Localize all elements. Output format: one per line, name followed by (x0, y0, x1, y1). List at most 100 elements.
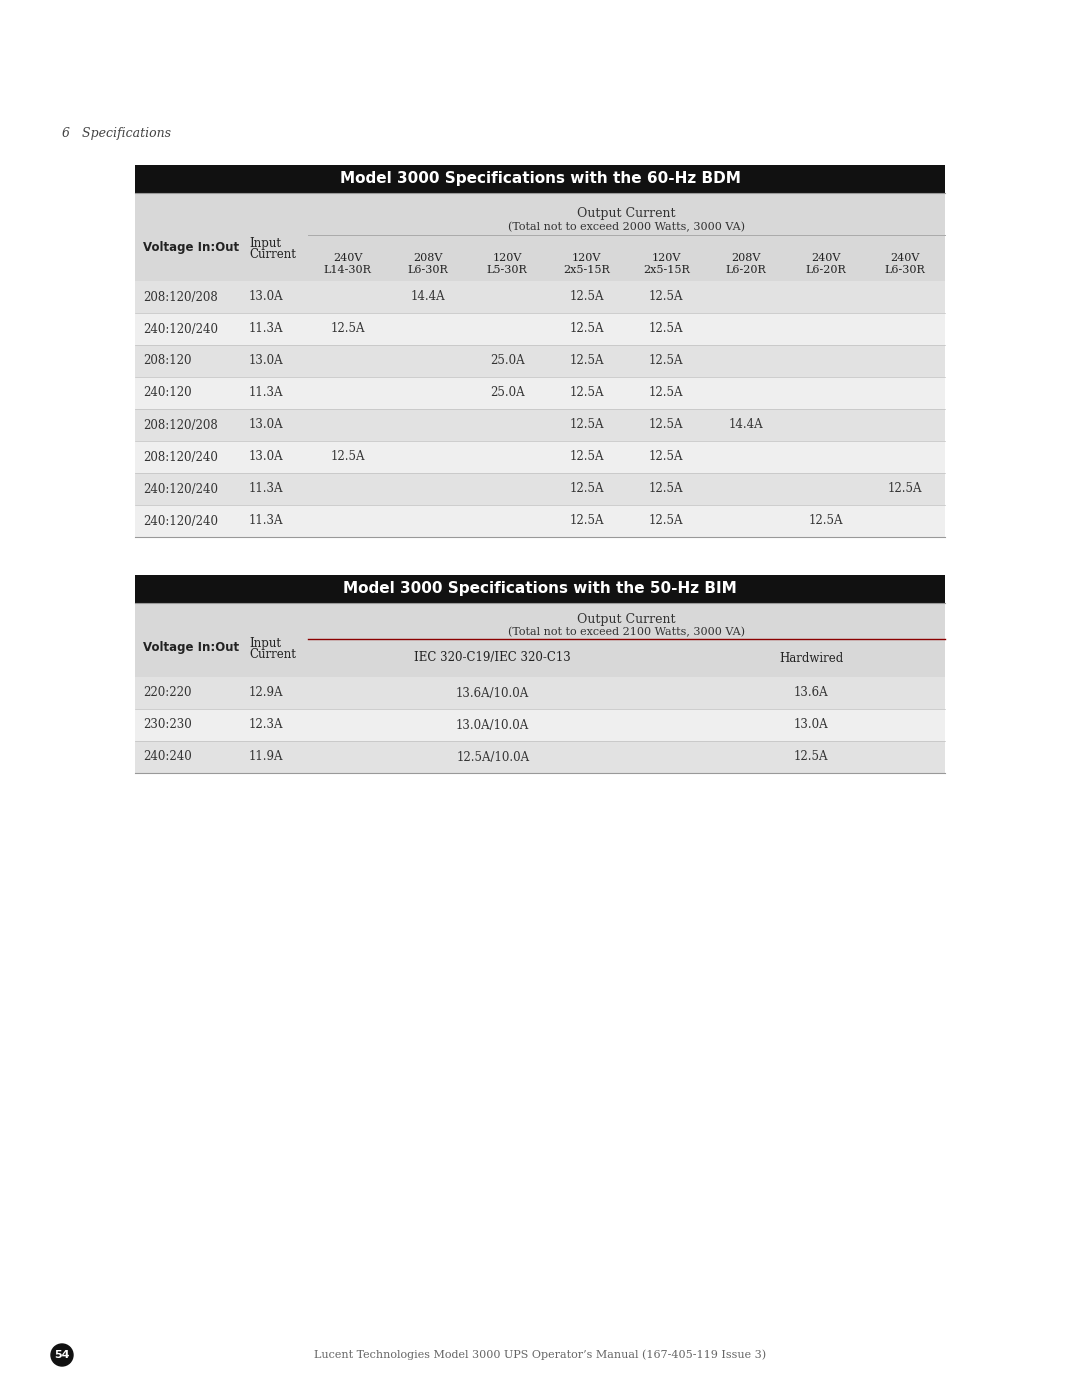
Text: 12.5A: 12.5A (569, 514, 604, 528)
Text: 240V: 240V (333, 253, 363, 263)
Text: 12.5A: 12.5A (649, 419, 684, 432)
Text: 240:240: 240:240 (143, 750, 192, 764)
Text: Model 3000 Specifications with the 60-Hz BDM: Model 3000 Specifications with the 60-Hz… (339, 172, 741, 187)
Text: 25.0A: 25.0A (489, 355, 525, 367)
Text: 230:230: 230:230 (143, 718, 192, 732)
Text: 12.3A: 12.3A (249, 718, 283, 732)
Text: 240:120/240: 240:120/240 (143, 323, 218, 335)
Text: 12.5A: 12.5A (649, 482, 684, 496)
Text: 11.3A: 11.3A (249, 387, 283, 400)
Bar (135, 409, 945, 441)
Text: L5-30R: L5-30R (487, 265, 527, 275)
Text: 12.5A: 12.5A (808, 514, 842, 528)
Text: 25.0A: 25.0A (489, 387, 525, 400)
Text: (Total not to exceed 2000 Watts, 3000 VA): (Total not to exceed 2000 Watts, 3000 VA… (508, 222, 745, 232)
Text: (Total not to exceed 2100 Watts, 3000 VA): (Total not to exceed 2100 Watts, 3000 VA… (508, 627, 745, 637)
Bar (135, 377, 945, 409)
Text: 12.5A: 12.5A (649, 514, 684, 528)
Circle shape (51, 1344, 73, 1366)
Text: 13.0A: 13.0A (249, 291, 284, 303)
Text: 12.5A/10.0A: 12.5A/10.0A (456, 750, 529, 764)
Text: 240V: 240V (811, 253, 840, 263)
Bar (135, 345, 945, 377)
Text: Current: Current (249, 249, 296, 261)
Text: 11.9A: 11.9A (249, 750, 283, 764)
Text: 12.5A: 12.5A (649, 355, 684, 367)
Text: 11.3A: 11.3A (249, 514, 283, 528)
Text: 6   Specifications: 6 Specifications (62, 127, 171, 140)
Text: 12.5A: 12.5A (330, 323, 365, 335)
Bar (135, 441, 945, 474)
Text: 208:120/240: 208:120/240 (143, 450, 218, 464)
Bar (135, 604, 945, 678)
Text: 2x5-15R: 2x5-15R (643, 265, 690, 275)
Text: 12.5A: 12.5A (649, 323, 684, 335)
Text: Input: Input (249, 236, 281, 250)
Text: 12.5A: 12.5A (569, 387, 604, 400)
Text: Lucent Technologies Model 3000 UPS Operator’s Manual (167-405-119 Issue 3): Lucent Technologies Model 3000 UPS Opera… (314, 1350, 766, 1361)
Text: 120V: 120V (572, 253, 602, 263)
Text: 120V: 120V (492, 253, 522, 263)
Bar (135, 504, 945, 536)
Text: 13.0A: 13.0A (249, 355, 284, 367)
Bar (135, 313, 945, 345)
Text: 240V: 240V (891, 253, 920, 263)
Text: 13.6A: 13.6A (794, 686, 828, 700)
Bar (135, 678, 945, 710)
Text: L6-20R: L6-20R (806, 265, 846, 275)
Text: 12.5A: 12.5A (569, 419, 604, 432)
Text: 12.5A: 12.5A (569, 291, 604, 303)
Text: 11.3A: 11.3A (249, 482, 283, 496)
Text: 240:120/240: 240:120/240 (143, 514, 218, 528)
Text: 13.0A/10.0A: 13.0A/10.0A (456, 718, 529, 732)
Text: Output Current: Output Current (577, 207, 676, 219)
Text: Voltage In:Out: Voltage In:Out (143, 240, 239, 253)
Text: 12.5A: 12.5A (330, 450, 365, 464)
Text: 14.4A: 14.4A (729, 419, 764, 432)
Text: 12.5A: 12.5A (888, 482, 922, 496)
Text: Voltage In:Out: Voltage In:Out (143, 641, 239, 655)
Text: 12.5A: 12.5A (649, 291, 684, 303)
Text: 240:120: 240:120 (143, 387, 191, 400)
Text: 12.5A: 12.5A (649, 450, 684, 464)
Bar (135, 474, 945, 504)
Text: 13.0A: 13.0A (249, 450, 284, 464)
Text: 120V: 120V (651, 253, 681, 263)
Text: 13.0A: 13.0A (249, 419, 284, 432)
Text: 11.3A: 11.3A (249, 323, 283, 335)
Text: L6-30R: L6-30R (407, 265, 448, 275)
Bar (135, 193, 945, 281)
Text: L6-30R: L6-30R (885, 265, 926, 275)
Bar (135, 576, 945, 604)
Text: 12.9A: 12.9A (249, 686, 283, 700)
Text: 208:120: 208:120 (143, 355, 191, 367)
Text: 208:120/208: 208:120/208 (143, 419, 218, 432)
Text: 13.0A: 13.0A (794, 718, 828, 732)
Text: L6-20R: L6-20R (726, 265, 767, 275)
Text: 13.6A/10.0A: 13.6A/10.0A (456, 686, 529, 700)
Bar (135, 710, 945, 740)
Text: 208:120/208: 208:120/208 (143, 291, 218, 303)
Text: 2x5-15R: 2x5-15R (564, 265, 610, 275)
Text: 12.5A: 12.5A (649, 387, 684, 400)
Text: 12.5A: 12.5A (569, 355, 604, 367)
Text: 12.5A: 12.5A (794, 750, 828, 764)
Text: L14-30R: L14-30R (324, 265, 372, 275)
Text: Current: Current (249, 648, 296, 662)
Text: Output Current: Output Current (577, 612, 676, 626)
Text: 12.5A: 12.5A (569, 482, 604, 496)
Text: Input: Input (249, 637, 281, 650)
Text: 12.5A: 12.5A (569, 450, 604, 464)
Text: 208V: 208V (413, 253, 442, 263)
Bar (135, 740, 945, 773)
Text: 220:220: 220:220 (143, 686, 191, 700)
Text: IEC 320-C19/IEC 320-C13: IEC 320-C19/IEC 320-C13 (415, 651, 571, 665)
Bar (135, 165, 945, 193)
Bar (135, 281, 945, 313)
Text: 12.5A: 12.5A (569, 323, 604, 335)
Text: Model 3000 Specifications with the 50-Hz BIM: Model 3000 Specifications with the 50-Hz… (343, 581, 737, 597)
Text: 54: 54 (54, 1350, 70, 1361)
Text: 208V: 208V (731, 253, 760, 263)
Text: 14.4A: 14.4A (410, 291, 445, 303)
Text: Hardwired: Hardwired (779, 651, 843, 665)
